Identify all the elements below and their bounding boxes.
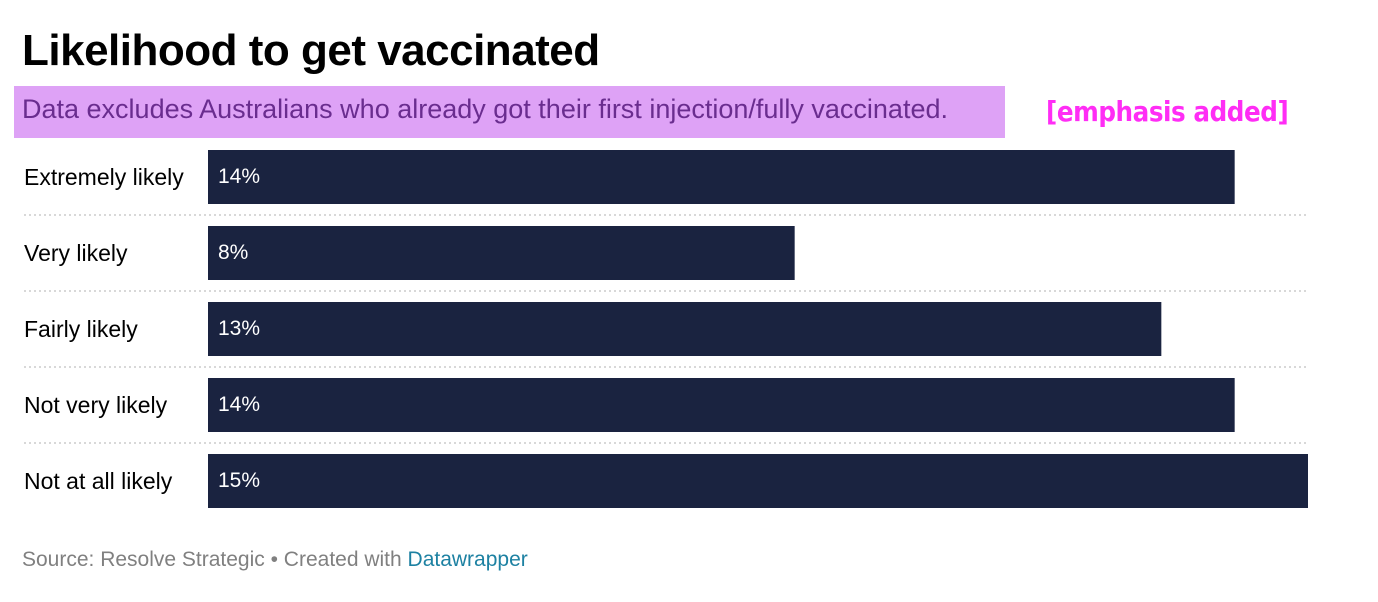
value-label: 8%: [218, 241, 248, 264]
bar: [208, 454, 1308, 508]
category-label: Extremely likely: [24, 164, 184, 190]
value-label: 14%: [218, 165, 260, 188]
category-label: Very likely: [24, 240, 128, 266]
emphasis-annotation: [emphasis added]: [1046, 95, 1289, 128]
source-text: Source: Resolve Strategic • Created with: [22, 548, 408, 571]
datawrapper-link[interactable]: Datawrapper: [407, 548, 528, 571]
value-label: 15%: [218, 469, 260, 492]
value-label: 14%: [218, 393, 260, 416]
bar: [208, 226, 795, 280]
category-label: Fairly likely: [24, 316, 138, 342]
chart-footer: Source: Resolve Strategic • Created with…: [22, 548, 528, 572]
bar: [208, 302, 1162, 356]
chart-subtitle: Data excludes Australians who already go…: [14, 86, 1005, 138]
category-label: Not at all likely: [24, 468, 173, 494]
value-label: 13%: [218, 317, 260, 340]
bar: [208, 378, 1235, 432]
bar: [208, 150, 1235, 204]
chart-title: Likelihood to get vaccinated: [22, 26, 600, 75]
category-label: Not very likely: [24, 392, 168, 418]
